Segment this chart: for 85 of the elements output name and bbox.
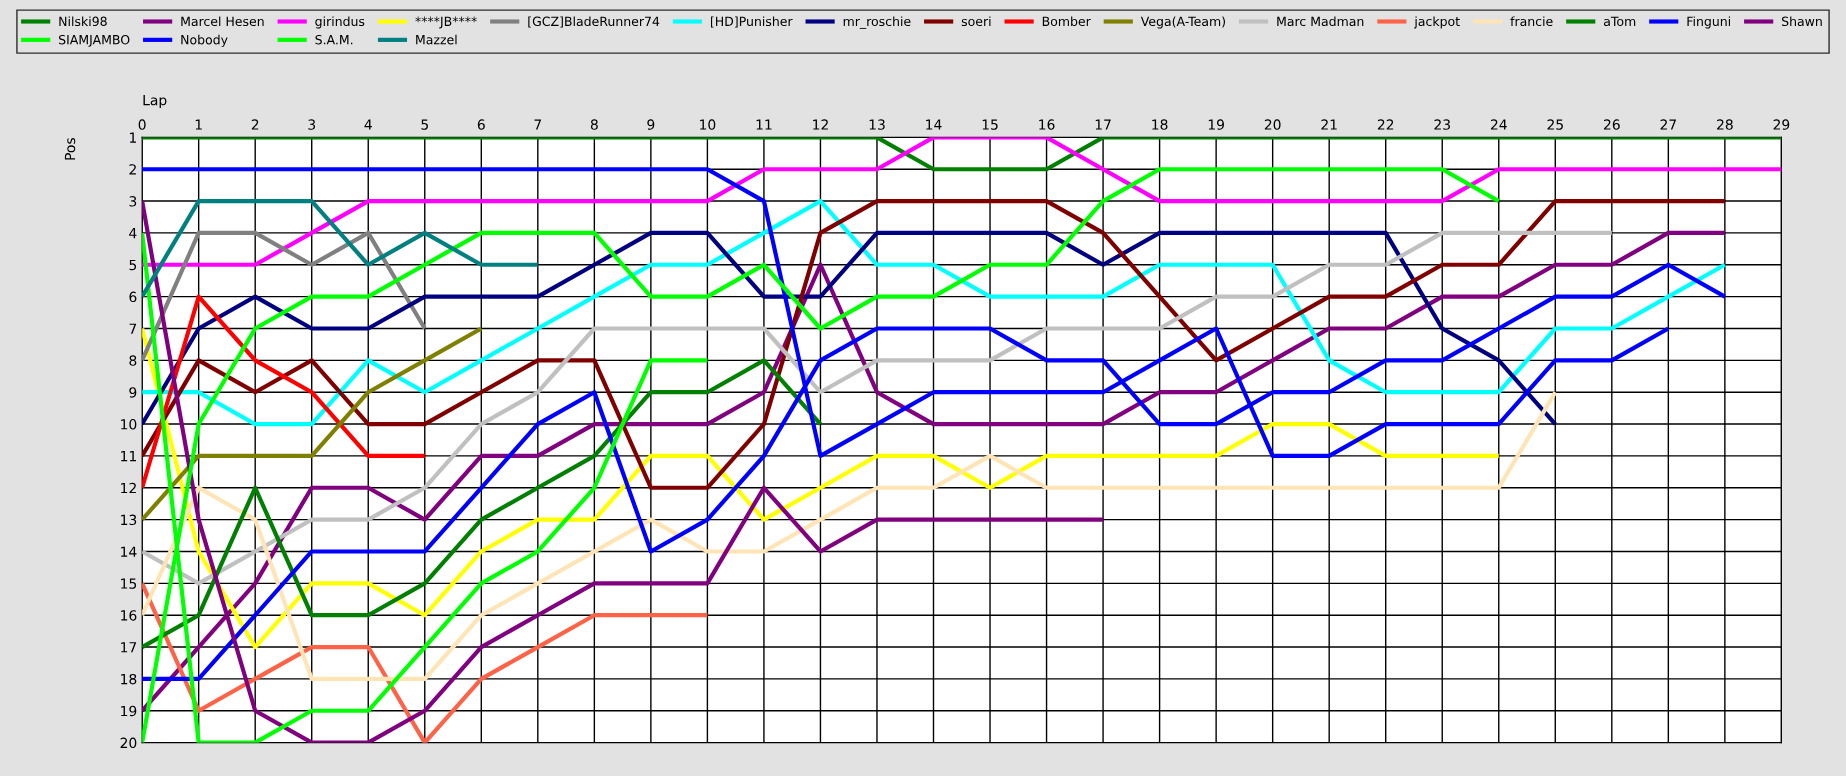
y-axis-title: Pos xyxy=(64,138,76,160)
y-tick-label: 13 xyxy=(121,514,137,526)
line-series xyxy=(142,326,1501,650)
y-tick-label: 6 xyxy=(129,291,137,303)
x-tick-label: 23 xyxy=(1434,119,1450,130)
line-series xyxy=(142,167,1501,743)
legend-label: Shawn xyxy=(1781,16,1822,27)
legend-label: S.A.M. xyxy=(315,34,353,45)
line-series xyxy=(142,198,1727,427)
y-tick-label: 7 xyxy=(129,323,137,334)
legend-label: mr_roschie xyxy=(843,16,911,29)
x-tick-label: 14 xyxy=(926,119,942,130)
y-tick-label: 19 xyxy=(121,705,137,717)
x-tick-label: 25 xyxy=(1547,119,1563,130)
x-tick-label: 3 xyxy=(308,119,316,130)
legend-label: SIAMJAMBO xyxy=(58,34,130,47)
y-tick-label: 14 xyxy=(121,546,137,557)
y-tick-label: 9 xyxy=(129,387,137,398)
x-tick-label: 11 xyxy=(756,119,772,130)
x-tick-label: 24 xyxy=(1490,119,1507,130)
y-tick-label: 15 xyxy=(121,578,137,589)
legend-label: Marc Madman xyxy=(1277,16,1364,27)
line-series xyxy=(142,230,427,363)
x-tick-label: 28 xyxy=(1717,119,1733,130)
y-tick-label: 11 xyxy=(121,451,136,462)
x-tick-label: 2 xyxy=(251,119,259,130)
legend-label: ****JB**** xyxy=(415,16,477,29)
x-tick-label: 16 xyxy=(1039,119,1055,130)
x-tick-label: 21 xyxy=(1321,119,1337,130)
legend-label: jackpot xyxy=(1414,16,1460,29)
x-tick-label: 9 xyxy=(647,119,655,130)
y-tick-label: 17 xyxy=(121,642,137,653)
x-tick-label: 29 xyxy=(1773,119,1790,130)
x-tick-label: 15 xyxy=(982,119,998,130)
line-series xyxy=(142,198,1727,490)
legend-label: Nilski98 xyxy=(59,16,107,27)
legend-label: Bomber xyxy=(1042,16,1091,27)
x-tick-label: 17 xyxy=(1095,119,1111,130)
legend-label: Marcel Hesen xyxy=(181,16,264,27)
y-tick-label: 16 xyxy=(121,610,137,621)
line-series xyxy=(142,294,427,490)
line-series xyxy=(142,326,484,522)
y-tick-label: 10 xyxy=(121,419,137,430)
line-series xyxy=(142,581,710,743)
y-tick-label: 8 xyxy=(129,355,137,366)
x-tick-label: 4 xyxy=(364,119,372,130)
legend-label: [HD]Punisher xyxy=(711,16,793,28)
y-tick-label: 2 xyxy=(129,164,136,175)
legend-label: [GCZ]BladeRunner74 xyxy=(528,16,660,28)
y-tick-label: 12 xyxy=(121,482,136,494)
legend-label: francie xyxy=(1510,16,1553,27)
x-tick-label: 19 xyxy=(1208,119,1224,130)
x-tick-label: 13 xyxy=(869,119,885,130)
x-tick-label: 12 xyxy=(813,119,828,130)
x-tick-label: 26 xyxy=(1603,119,1620,130)
legend-label: Nobody xyxy=(181,34,228,47)
legend-label: aTom xyxy=(1604,16,1636,27)
x-tick-label: 0 xyxy=(138,119,146,130)
y-tick-label: 3 xyxy=(129,196,137,207)
y-tick-label: 4 xyxy=(129,228,137,239)
x-tick-label: 6 xyxy=(477,119,485,130)
legend-label: girindus xyxy=(315,16,365,29)
legend-label: Vega(A-Team) xyxy=(1140,16,1225,29)
x-tick-label: 18 xyxy=(1152,119,1168,130)
x-tick-label: 1 xyxy=(195,119,202,130)
x-axis-title: Lap xyxy=(143,95,167,109)
legend-label: soeri xyxy=(961,16,991,27)
x-tick-label: 5 xyxy=(421,119,428,130)
y-tick-label: 5 xyxy=(129,259,137,271)
x-tick-label: 8 xyxy=(590,119,598,130)
line-series xyxy=(142,230,1614,586)
x-tick-label: 20 xyxy=(1264,119,1281,130)
line-series xyxy=(142,198,540,299)
x-tick-label: 7 xyxy=(534,119,542,130)
legend-label: Mazzel xyxy=(416,34,457,45)
line-series xyxy=(142,358,823,650)
x-tick-label: 27 xyxy=(1660,119,1676,130)
line-series xyxy=(142,390,1558,682)
y-tick-label: 1 xyxy=(129,132,136,143)
y-tick-label: 20 xyxy=(120,737,137,749)
x-tick-label: 22 xyxy=(1377,119,1394,130)
y-tick-label: 18 xyxy=(121,673,137,685)
line-series xyxy=(142,230,1558,427)
legend-label: Finguni xyxy=(1687,16,1730,29)
x-tick-label: 10 xyxy=(700,119,716,130)
